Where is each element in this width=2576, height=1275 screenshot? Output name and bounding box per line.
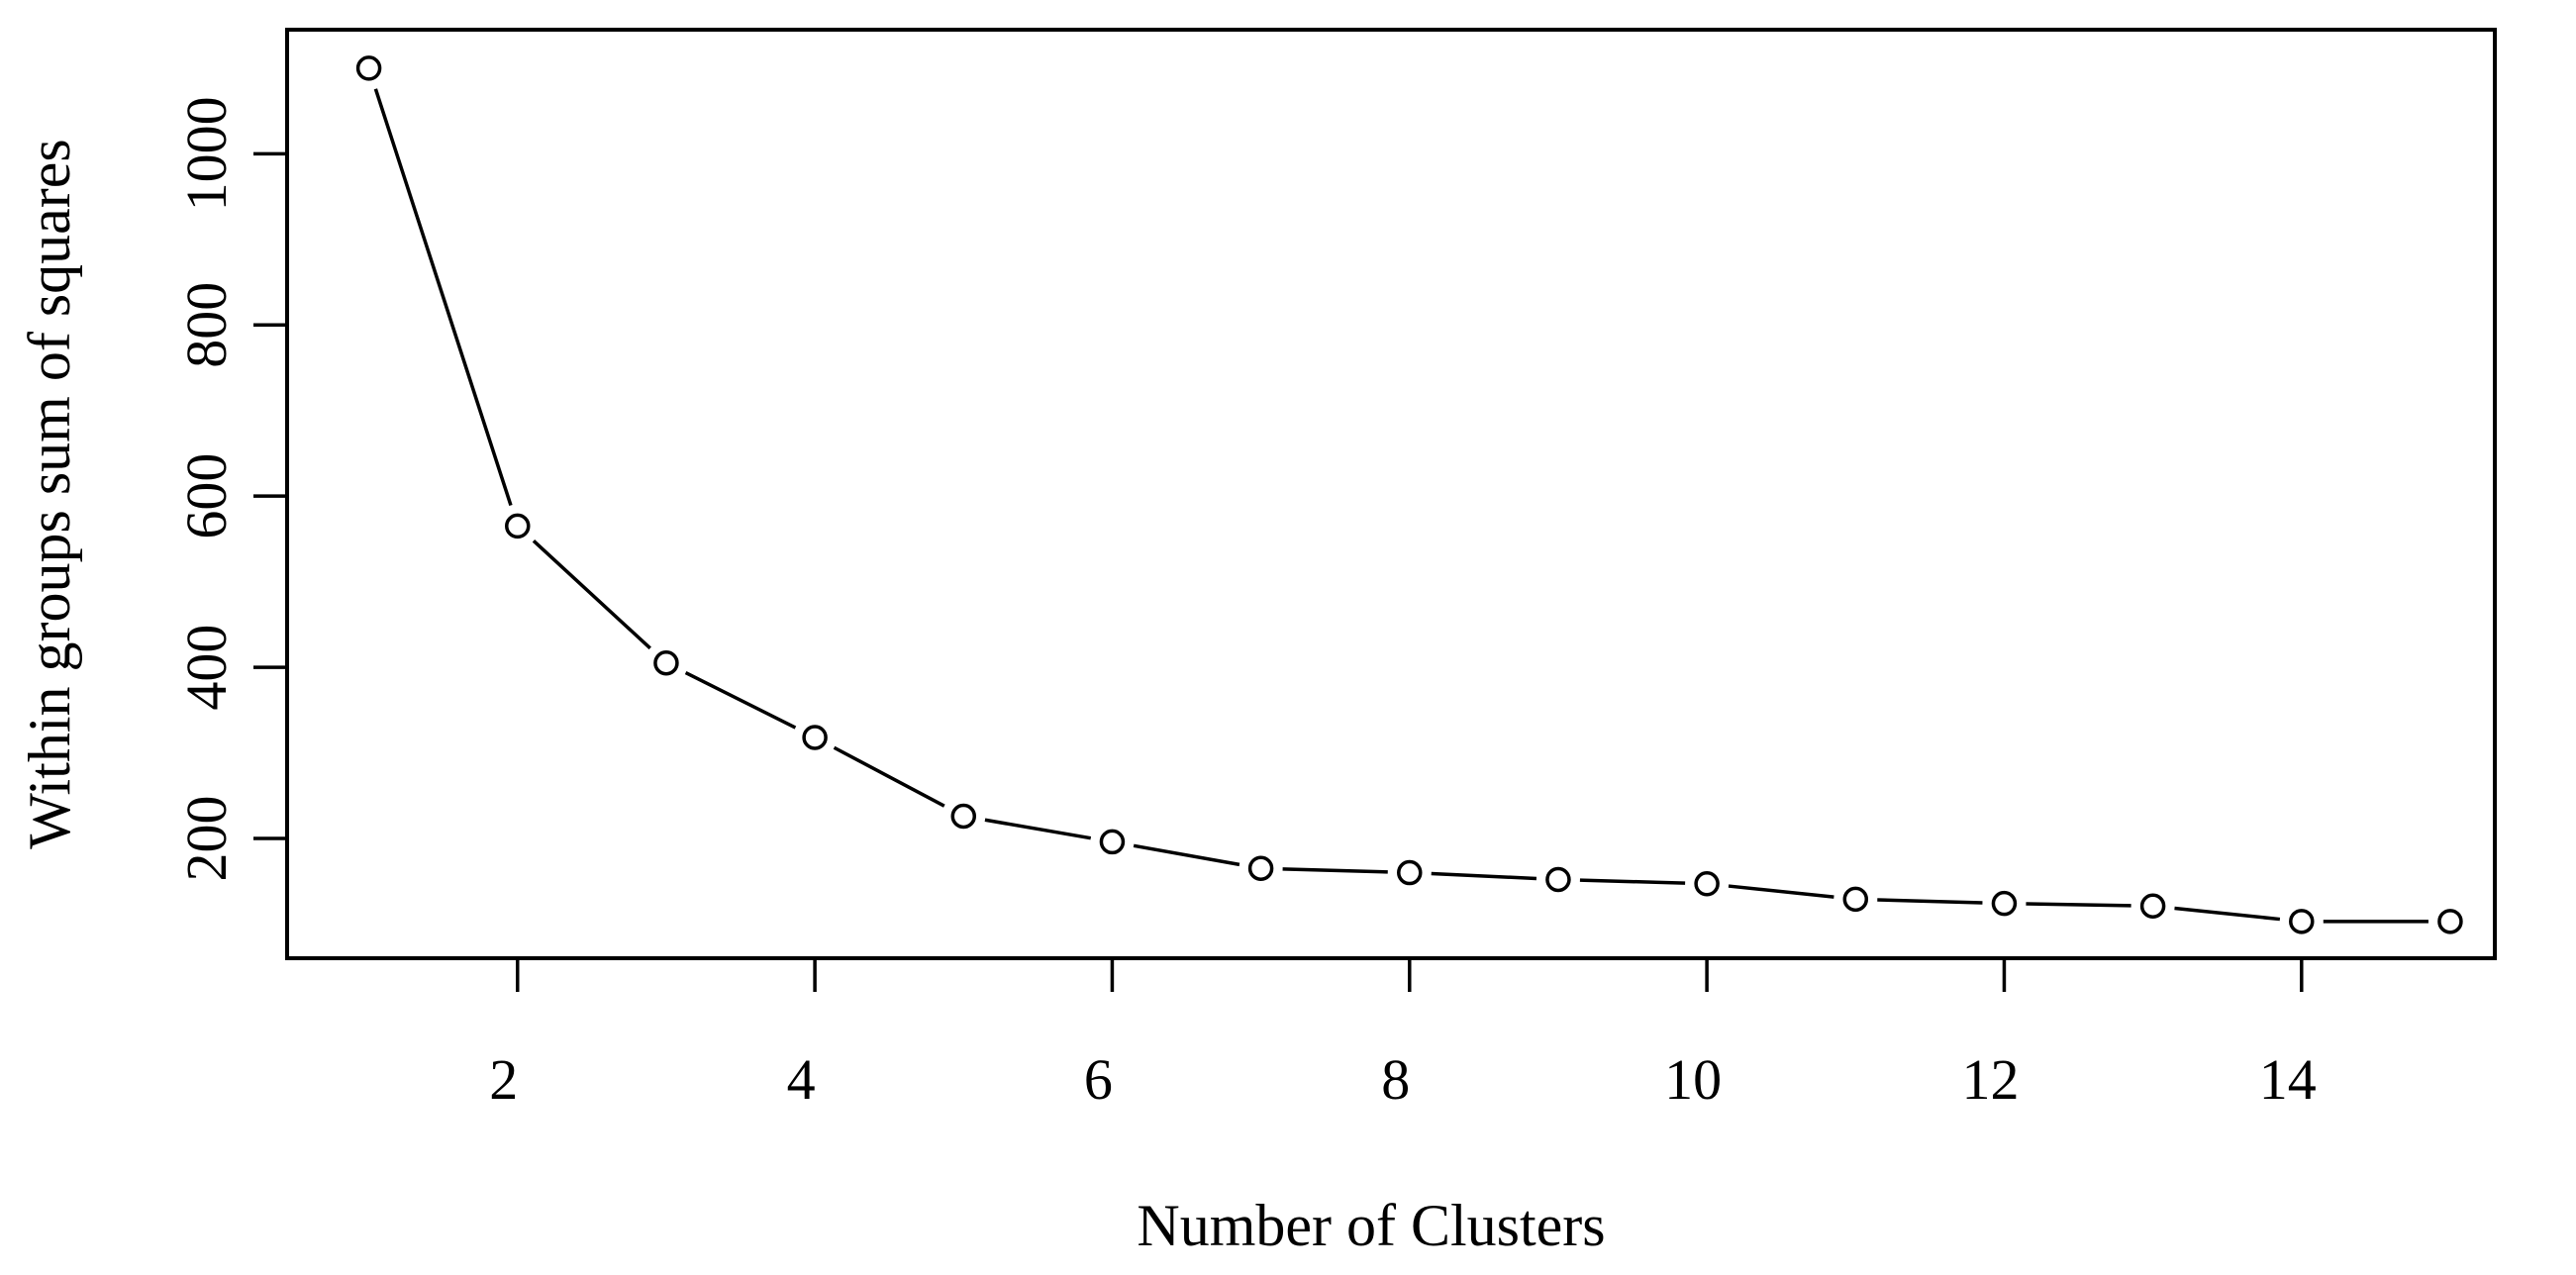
x-tick-label: 2 <box>489 1047 518 1112</box>
plot-frame <box>285 28 2497 960</box>
data-point <box>653 649 679 676</box>
y-tick-label: 800 <box>174 282 239 368</box>
series-segment <box>1431 871 1537 881</box>
data-point <box>2437 909 2463 934</box>
series-segment <box>1282 867 1388 874</box>
y-tick-label: 600 <box>174 453 239 539</box>
series-segment <box>532 539 651 650</box>
y-axis-title: Within groups sum of squares <box>17 139 82 849</box>
y-tick-label: 400 <box>174 625 239 711</box>
series-segment <box>1133 843 1240 867</box>
x-tick-label: 10 <box>1664 1047 1722 1112</box>
points-layer <box>355 55 2463 934</box>
data-point <box>1545 866 1571 893</box>
x-tick-label: 6 <box>1084 1047 1113 1112</box>
series-segment <box>2174 906 2281 922</box>
x-axis: 2 4 6 8 10 12 14 <box>489 958 2317 1112</box>
series-segment <box>1579 878 1686 885</box>
x-tick-label: 14 <box>2259 1047 2317 1112</box>
data-point <box>355 55 382 81</box>
x-tick-label: 4 <box>787 1047 816 1112</box>
series-segment <box>984 818 1092 840</box>
series-segment <box>684 671 797 730</box>
data-point <box>1247 855 1274 881</box>
y-axis: 200 400 600 800 1000 <box>174 96 287 881</box>
data-point <box>950 803 977 830</box>
series-layer <box>373 88 2428 924</box>
data-point <box>2289 909 2315 934</box>
x-tick-label: 8 <box>1381 1047 1410 1112</box>
x-axis-title: Number of Clusters <box>1137 1193 1605 1258</box>
data-point <box>1991 890 2018 917</box>
data-point <box>505 513 531 539</box>
series-segment <box>373 88 513 507</box>
x-tick-label: 12 <box>1961 1047 2019 1112</box>
data-point <box>2139 893 2166 920</box>
data-point <box>1694 871 1720 897</box>
data-point <box>1397 859 1423 886</box>
data-point <box>1099 829 1126 855</box>
series-segment <box>833 745 945 808</box>
data-point <box>1842 886 1869 913</box>
series-segment <box>1877 898 1983 905</box>
y-tick-label: 200 <box>174 795 239 881</box>
series-segment <box>1728 884 1834 899</box>
data-point <box>802 725 828 750</box>
y-tick-label: 1000 <box>174 96 239 211</box>
series-segment <box>2026 902 2131 908</box>
